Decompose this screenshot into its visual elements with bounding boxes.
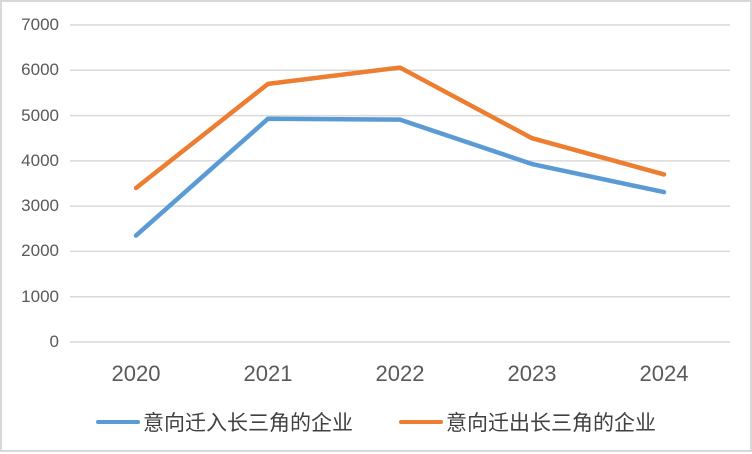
y-tick-label-3000: 3000 bbox=[21, 196, 59, 216]
legend-item-move-out[interactable]: 意向迁出长三角的企业 bbox=[399, 407, 656, 437]
y-tick-label-4000: 4000 bbox=[21, 151, 59, 171]
legend-label-move-out: 意向迁出长三角的企业 bbox=[446, 412, 656, 435]
legend-label-move-in: 意向迁入长三角的企业 bbox=[143, 412, 353, 435]
series-line-move-in[interactable] bbox=[133, 116, 667, 238]
y-tick-label-6000: 6000 bbox=[21, 60, 59, 80]
legend-item-move-in[interactable]: 意向迁入长三角的企业 bbox=[96, 407, 353, 437]
y-tick-label-2000: 2000 bbox=[21, 241, 59, 261]
y-tick-label-5000: 5000 bbox=[21, 105, 59, 125]
legend-line-swatch-move-out bbox=[399, 420, 443, 424]
chart-legend: 意向迁入长三角的企业 意向迁出长三角的企业 bbox=[2, 407, 750, 437]
legend-line-swatch-move-in bbox=[96, 420, 140, 424]
y-tick-label-1000: 1000 bbox=[21, 286, 59, 306]
y-axis: 0 1000 2000 3000 4000 5000 6000 7000 bbox=[2, 2, 59, 450]
y-tick-label-7000: 7000 bbox=[21, 15, 59, 35]
series-line-move-out[interactable] bbox=[133, 65, 667, 191]
y-tick-label-0: 0 bbox=[49, 332, 59, 352]
